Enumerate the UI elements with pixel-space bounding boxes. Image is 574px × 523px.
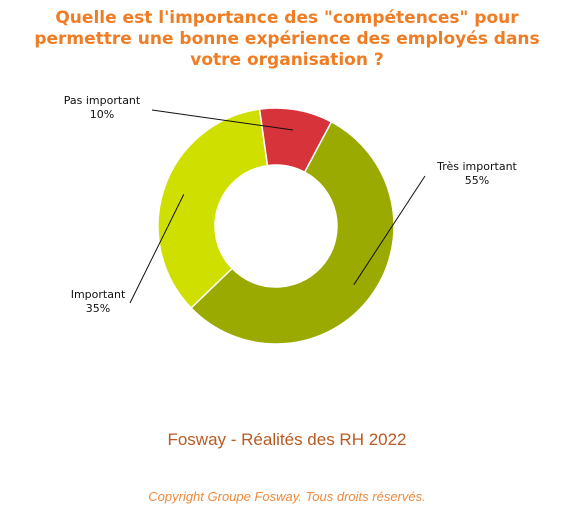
copyright-notice: Copyright Groupe Fosway. Tous droits rés…: [148, 489, 426, 504]
chart-title-line-1: Quelle est l'importance des "compétences…: [55, 8, 519, 28]
donut-slices: [157, 107, 395, 345]
slice-value-important: 35%: [86, 302, 110, 315]
slice-important: [157, 108, 269, 310]
slice-label-tres-important: Très important: [436, 160, 517, 173]
leader-line-tres-important: [353, 175, 426, 285]
slice-label-pas-important: Pas important: [64, 94, 141, 107]
slice-label-important: Important: [71, 288, 126, 301]
label-leader-lines: [129, 109, 426, 304]
slice-pas-important: [258, 107, 333, 174]
leader-line-important: [129, 194, 185, 304]
donut-chart: Très important 55% Important 35% Pas imp…: [64, 94, 518, 345]
slice-tres-important: [190, 120, 395, 345]
source-caption: Fosway - Réalités des RH 2022: [167, 430, 407, 449]
chart-title: Quelle est l'importance des "compétences…: [0, 8, 574, 71]
chart-title-line-2: permettre une bonne expérience des emplo…: [34, 29, 540, 49]
slice-value-tres-important: 55%: [465, 174, 489, 187]
chart-title-line-3: votre organisation ?: [190, 50, 384, 70]
slice-value-pas-important: 10%: [90, 108, 114, 121]
slice-labels: Très important 55% Important 35% Pas imp…: [64, 94, 518, 315]
leader-line-pas-important: [151, 109, 294, 131]
